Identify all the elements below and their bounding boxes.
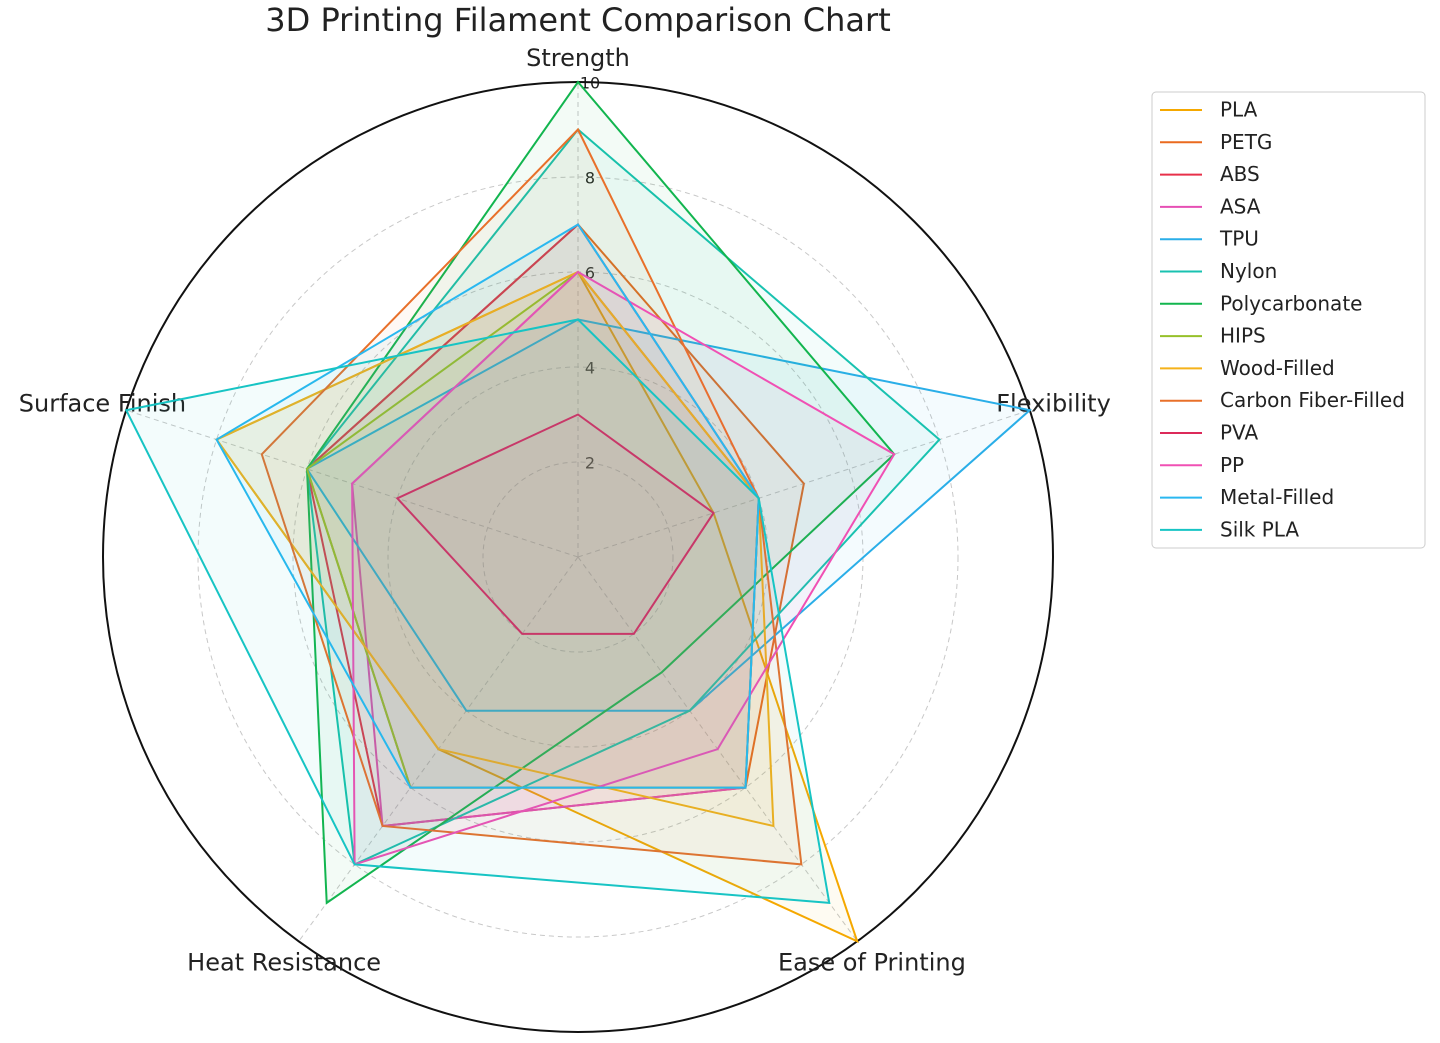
r-tick-label: 4 <box>585 359 595 378</box>
r-tick-label: 6 <box>585 264 595 283</box>
legend-label: PVA <box>1220 421 1258 445</box>
legend-label: PLA <box>1220 98 1258 122</box>
axis-label: Strength <box>526 44 630 72</box>
axis-label: Flexibility <box>996 389 1111 417</box>
series-area <box>306 129 940 865</box>
series-area <box>306 224 804 788</box>
series-line <box>351 270 896 866</box>
series-area <box>306 82 895 903</box>
axis-label: Heat Resistance <box>187 949 381 977</box>
series-area <box>126 319 830 903</box>
series-area <box>306 319 1030 711</box>
r-tick-label: 8 <box>585 169 595 188</box>
legend-label: Silk PLA <box>1220 517 1299 541</box>
legend-label: ABS <box>1220 162 1260 186</box>
series-area <box>216 272 858 942</box>
grid-circle <box>482 461 674 653</box>
legend-label: PP <box>1220 453 1244 477</box>
series-line <box>124 318 831 904</box>
series-area <box>397 414 714 634</box>
series-area <box>306 224 759 826</box>
legend-label: TPU <box>1219 227 1259 251</box>
series-area <box>352 272 759 826</box>
r-tick-label: 2 <box>585 454 595 473</box>
series-line <box>260 127 803 866</box>
series-line <box>395 413 715 635</box>
legend-label: PETG <box>1220 130 1272 154</box>
series-line <box>215 223 760 789</box>
legend-label: Polycarbonate <box>1220 291 1362 315</box>
legend-box <box>1151 91 1426 549</box>
legend-label: Nylon <box>1220 259 1277 283</box>
legend-label: ASA <box>1220 194 1261 218</box>
chart-title: 3D Printing Filament Comparison Chart <box>265 1 890 39</box>
legend-label: Wood-Filled <box>1220 356 1335 380</box>
series-area <box>352 272 895 865</box>
grid-circle <box>197 176 959 938</box>
legend-label: Metal-Filled <box>1220 485 1334 509</box>
legend-label: HIPS <box>1220 324 1266 348</box>
series-area <box>216 272 774 826</box>
series-area <box>261 129 802 865</box>
series-area <box>306 272 759 788</box>
series-line <box>305 318 1032 712</box>
axis-label: Ease of Printing <box>778 949 966 977</box>
legend-label: Carbon Fiber-Filled <box>1220 388 1405 412</box>
